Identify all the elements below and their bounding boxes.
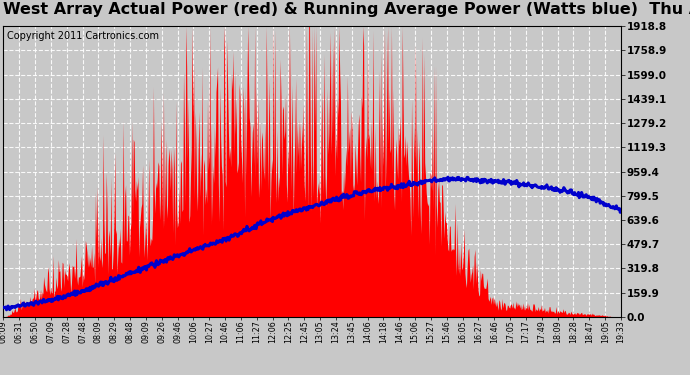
Text: Copyright 2011 Cartronics.com: Copyright 2011 Cartronics.com bbox=[6, 31, 159, 40]
Text: West Array Actual Power (red) & Running Average Power (Watts blue)  Thu Aug 4 19: West Array Actual Power (red) & Running … bbox=[3, 2, 690, 17]
